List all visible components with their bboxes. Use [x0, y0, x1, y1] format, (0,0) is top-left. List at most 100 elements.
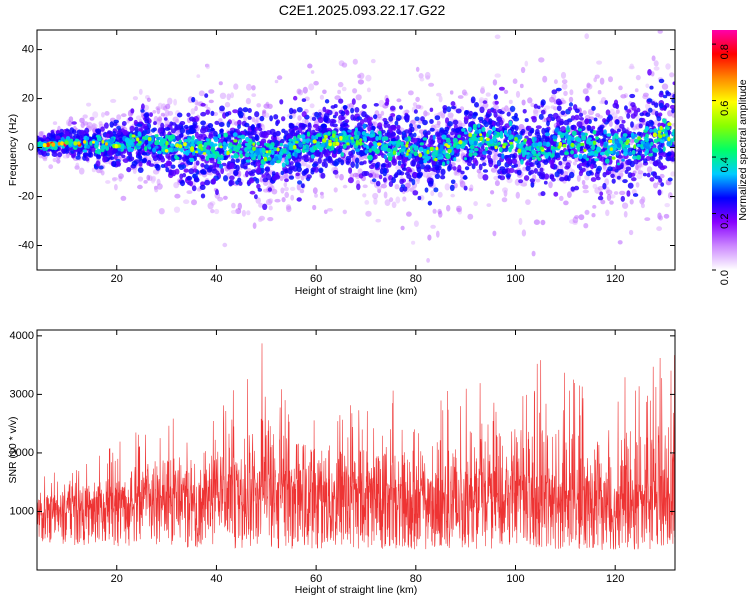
spectrogram-blob — [453, 148, 460, 154]
spectrogram-blob — [440, 129, 446, 134]
spectrogram-blob — [671, 112, 675, 118]
spectrogram-blob — [408, 90, 414, 96]
spectrogram-blob — [377, 130, 382, 135]
spectrogram-blob — [245, 136, 250, 142]
spectrogram-blob — [518, 217, 523, 226]
spectrogram-blob — [260, 164, 265, 169]
spectrogram-blob — [643, 158, 648, 164]
spectrogram-blob — [547, 151, 552, 156]
spectrogram-blob — [185, 129, 191, 135]
spectrogram-blob — [293, 95, 298, 101]
spectrogram-blob — [649, 177, 655, 182]
spectrogram-blob — [518, 143, 523, 149]
spectrogram-blob — [359, 138, 363, 142]
spectrogram-blob — [636, 131, 642, 136]
spectrogram-blob — [592, 140, 597, 146]
spectrogram-blob — [390, 105, 396, 111]
spectrogram-blob — [634, 88, 639, 93]
spectrogram-blob — [233, 169, 239, 176]
spectrogram-blob — [596, 165, 602, 172]
spectrogram-blob — [438, 95, 443, 103]
spectrogram-blob — [217, 156, 221, 162]
spectrogram-blob — [461, 89, 467, 96]
spectrogram-blob — [427, 200, 433, 206]
spectrogram-blob — [490, 167, 498, 173]
spectrogram-blob — [227, 135, 232, 140]
spectrogram-blob — [368, 148, 372, 153]
spectrogram-blob — [639, 112, 645, 117]
spectrogram-blob — [602, 171, 607, 178]
spectrogram-blob — [354, 127, 358, 132]
spectrogram-blob — [318, 112, 322, 116]
spectrogram-blob — [477, 116, 484, 121]
spectrogram-blob — [508, 134, 514, 140]
spectrogram-blob — [104, 111, 110, 116]
spectrogram-blob — [306, 131, 311, 137]
spectrogram-blob — [359, 118, 365, 125]
spectrogram-blob — [651, 55, 656, 62]
spectrogram-blob — [237, 111, 244, 118]
spectrogram-blob — [468, 132, 473, 138]
spectrogram-blob — [455, 127, 461, 133]
spectrogram-blob — [658, 102, 664, 109]
spectrogram-blob — [334, 95, 341, 101]
spectrogram-blob — [650, 141, 654, 146]
spectrogram-blob — [175, 143, 180, 148]
spectrogram-blob — [250, 161, 255, 166]
spectrogram-blob — [120, 128, 125, 133]
spectrogram-blob — [324, 152, 329, 158]
spectrogram-blob — [174, 154, 178, 160]
spectrogram-blob — [210, 153, 216, 158]
spectrogram-blob — [152, 147, 157, 153]
spectrogram-blob — [255, 149, 260, 156]
spectrogram-blob — [654, 175, 661, 180]
spectrogram-blob — [237, 119, 242, 126]
spectrogram-blob — [620, 195, 625, 202]
spectrogram-blob — [186, 112, 191, 118]
spectrogram-blob — [389, 197, 394, 203]
spectrogram-blob — [194, 105, 198, 112]
spectrogram-blob — [552, 148, 556, 154]
spectrogram-blob — [609, 200, 614, 205]
spectrogram-blob — [160, 164, 166, 168]
spectrogram-blob — [284, 178, 289, 183]
spectrogram-blob — [75, 155, 81, 160]
spectrogram-blob — [581, 179, 586, 186]
spectrogram-blob — [200, 111, 207, 117]
spectrogram-blob — [154, 186, 159, 193]
spectrogram-blob — [283, 134, 287, 141]
spectrogram-blob — [374, 162, 379, 169]
spectrogram-blob — [224, 101, 231, 108]
spectrogram-blob — [558, 141, 562, 147]
spectrogram-blob — [267, 187, 272, 192]
spectrogram-blob — [302, 86, 308, 94]
spectrogram-blob — [608, 114, 612, 119]
spectrogram-blob — [60, 141, 64, 146]
spectrogram-blob — [327, 131, 331, 136]
spectrogram-blob — [315, 150, 321, 157]
spectrogram-blob — [199, 154, 205, 160]
spectrogram-blob — [205, 109, 210, 115]
spectrogram-blob — [578, 153, 583, 160]
spectrogram-blob — [328, 142, 332, 147]
spectrogram-blob — [300, 155, 307, 160]
spectrogram-blob — [582, 184, 589, 190]
spectrogram-blob — [591, 144, 596, 151]
spectrogram-blob — [426, 149, 430, 155]
spectrogram-blob — [299, 188, 305, 194]
spectrogram-blob — [653, 60, 659, 67]
spectrogram-blob — [56, 158, 61, 164]
spectrogram-blob — [280, 170, 285, 176]
spectrogram-blob — [271, 171, 276, 176]
spectrogram-blob — [260, 167, 265, 174]
spectrogram-blob — [218, 122, 225, 127]
spectrogram-blob — [606, 193, 612, 202]
spectrogram-blob — [488, 160, 494, 168]
spectrogram-blob — [269, 128, 276, 136]
spectrogram-blob — [262, 203, 268, 210]
spectrogram-blob — [276, 75, 283, 80]
spectrogram-blob — [396, 151, 400, 156]
spectrogram-blob — [509, 143, 514, 150]
spectrogram-blob — [430, 224, 436, 229]
spectrogram-blob — [283, 147, 287, 154]
